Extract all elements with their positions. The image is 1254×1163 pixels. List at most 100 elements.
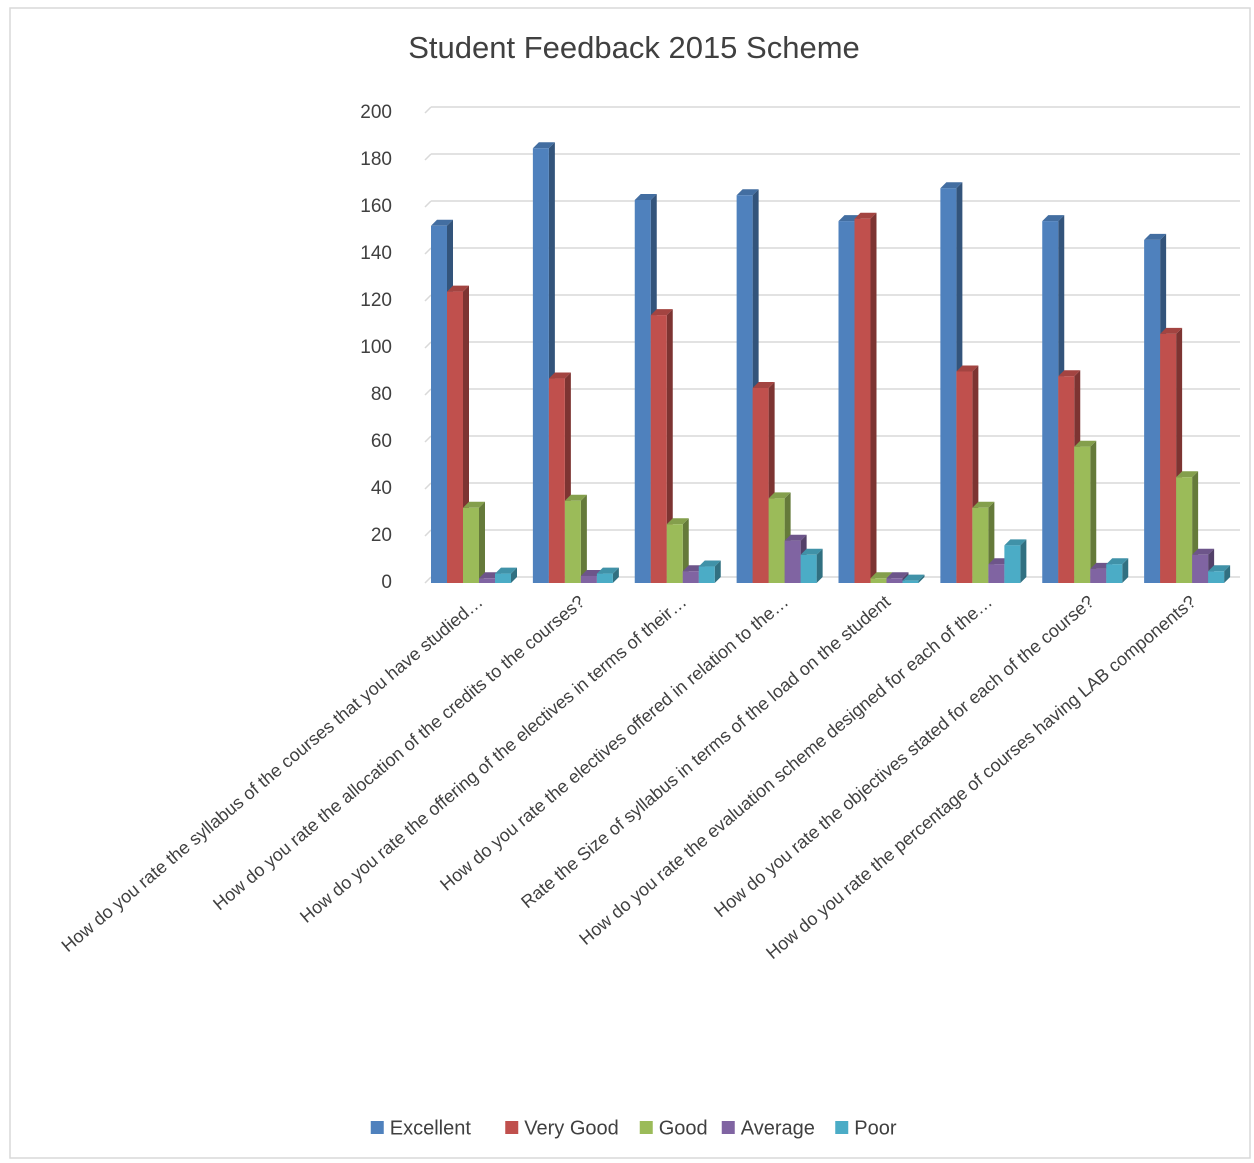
bar [650, 315, 667, 583]
bar-top [564, 494, 587, 501]
bar-top [698, 560, 721, 567]
bar-side [1122, 558, 1129, 583]
bar-top [768, 492, 791, 499]
bar-top [650, 309, 673, 316]
bar [564, 500, 581, 583]
bar-top [940, 182, 963, 189]
bar [768, 498, 785, 583]
bar-top [902, 574, 925, 581]
bar-side [511, 567, 517, 583]
bar-top [870, 572, 893, 579]
bar [447, 291, 463, 583]
bar-top [1058, 370, 1081, 377]
legend-swatch [721, 1121, 735, 1134]
bar [479, 578, 495, 583]
legend-swatch [835, 1121, 849, 1134]
legend-label: Poor [854, 1117, 897, 1139]
bar-side [612, 567, 619, 583]
grid-line-depth [424, 529, 432, 537]
legend-swatch [639, 1121, 653, 1134]
x-tick-label: How do you rate the syllabus of the cour… [58, 591, 487, 956]
grid-line-depth [424, 200, 432, 208]
x-tick-label: How do you rate the allocation of the cr… [209, 591, 588, 914]
bar-side [479, 501, 485, 583]
bar [886, 578, 903, 583]
legend-swatch [370, 1121, 384, 1134]
bar [972, 507, 989, 583]
bar-top [596, 567, 619, 574]
bar-side [1020, 539, 1027, 583]
bar-top [956, 365, 979, 372]
grid-line-depth [424, 341, 432, 349]
bar [1176, 477, 1193, 583]
grid-line-depth [424, 247, 432, 255]
y-tick-label: 160 [360, 196, 392, 217]
bar [736, 195, 753, 583]
bar [495, 573, 511, 583]
bar [838, 221, 855, 583]
x-tick-label: How do you rate the offering of the elec… [296, 591, 690, 926]
bar-top [666, 518, 689, 525]
bar-top [463, 501, 485, 508]
bar-side [816, 548, 823, 583]
bar-top [752, 381, 775, 388]
bar-top [800, 548, 823, 555]
bar [666, 524, 683, 583]
y-tick-label: 40 [371, 478, 392, 499]
bar [682, 571, 699, 583]
grid-line-depth [424, 153, 432, 161]
bar [463, 507, 479, 583]
bar [1058, 376, 1075, 583]
bar [988, 564, 1005, 583]
legend-label: Very Good [524, 1117, 619, 1139]
bar [532, 148, 549, 583]
bar [1160, 333, 1177, 583]
bar-side [1224, 565, 1231, 583]
bar [940, 188, 957, 583]
bar-top [1042, 215, 1065, 222]
bar-top [736, 189, 759, 196]
bar-top [1106, 558, 1129, 565]
bar-top [1160, 327, 1183, 334]
bar-top [972, 501, 995, 508]
bar [1042, 221, 1059, 583]
bar-top [1176, 471, 1199, 478]
x-tick-label: How do you rate the objectives stated fo… [710, 591, 1098, 921]
bar [634, 199, 651, 583]
bar [1074, 446, 1091, 583]
bar [956, 371, 973, 583]
bar-top [1192, 548, 1215, 555]
bar [752, 387, 769, 583]
bar-top [854, 212, 877, 219]
bar [1192, 554, 1209, 583]
grid-line-depth [424, 388, 432, 396]
y-tick-label: 80 [371, 384, 392, 405]
chart-title: Student Feedback 2015 Scheme [408, 30, 860, 65]
bar [1004, 545, 1021, 583]
grid-line-depth [424, 576, 432, 584]
bar-side [918, 574, 925, 583]
x-tick-label: How do you rate the electives offered in… [436, 591, 792, 894]
bar [870, 578, 887, 583]
y-tick-label: 180 [360, 149, 392, 170]
bar [548, 378, 565, 583]
legend-label: Average [741, 1117, 815, 1139]
bar-top [532, 142, 555, 149]
bar [698, 566, 715, 583]
bar [784, 540, 801, 583]
bar [596, 573, 613, 583]
bar [580, 575, 597, 583]
bar [431, 225, 447, 584]
bar-top [548, 372, 571, 379]
bar [800, 554, 817, 583]
y-tick-label: 140 [360, 243, 392, 264]
y-tick-label: 200 [360, 102, 392, 123]
bar-top [1004, 539, 1027, 546]
bar-top [1144, 233, 1167, 240]
bar-top [1208, 565, 1231, 572]
bar-top [495, 567, 517, 574]
bar-top [886, 572, 909, 579]
y-tick-label: 120 [360, 290, 392, 311]
bar [1090, 568, 1107, 583]
